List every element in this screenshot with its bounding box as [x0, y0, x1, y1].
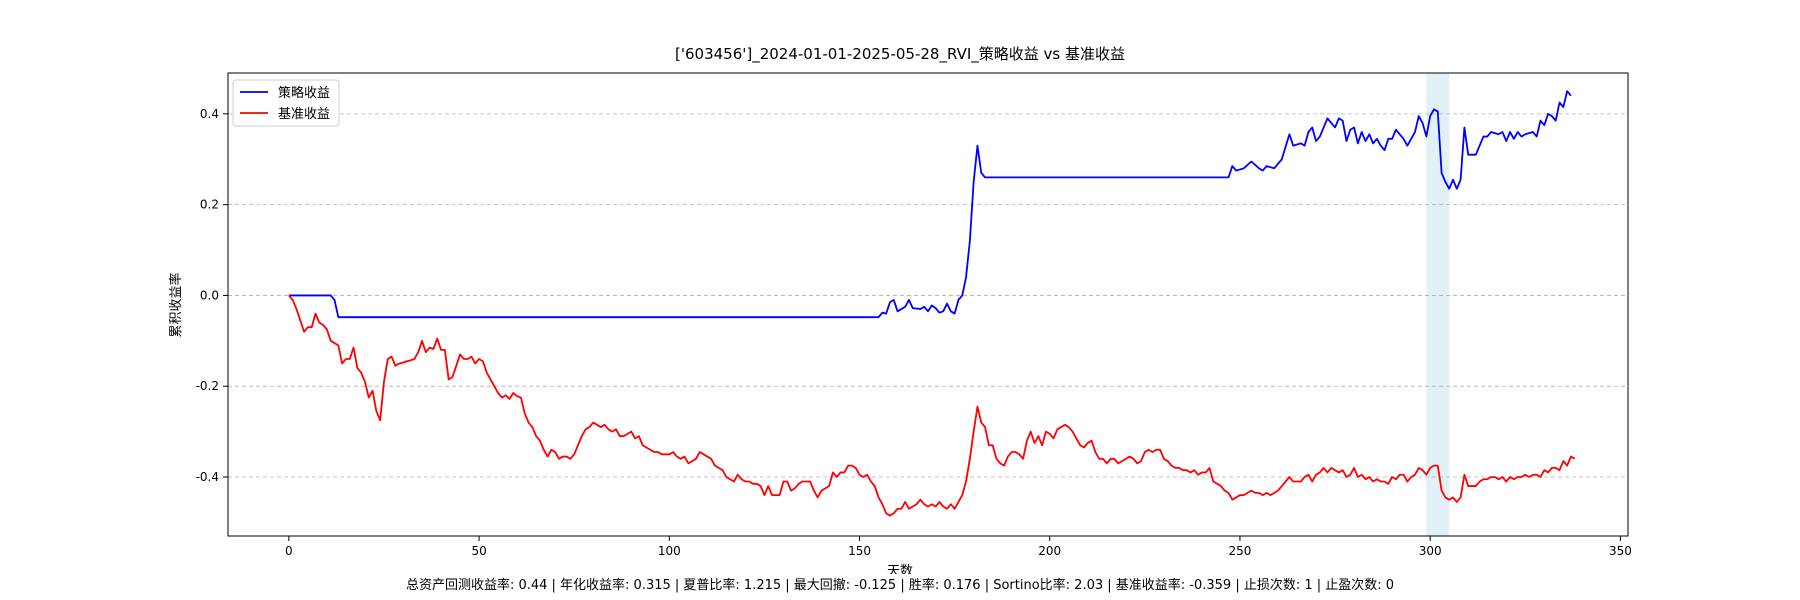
x-axis-label: 天数	[887, 564, 913, 574]
x-tick-label: 50	[471, 544, 486, 558]
series-line-strategy	[288, 90, 1572, 319]
x-tick-label: 250	[1229, 544, 1252, 558]
chart: ['603456']_2024-01-01-2025-05-28_RVI_策略收…	[168, 45, 1632, 574]
axes-frame	[227, 72, 1629, 537]
backtest-metrics-footer: 总资产回测收益率: 0.44 | 年化收益率: 0.315 | 夏普比率: 1.…	[405, 578, 1395, 593]
y-tick-label: -0.4	[196, 470, 219, 484]
x-tick-label: 350	[1609, 544, 1632, 558]
x-tick-label: 150	[848, 544, 871, 558]
plot-area: 0 50 100 150 200 250 300 350 -0.4 -0.2 0.0 0.2 0.4	[196, 72, 1632, 558]
chart-title: ['603456']_2024-01-01-2025-05-28_RVI_策略收…	[675, 45, 1125, 64]
y-tick-label: 0.0	[200, 288, 219, 302]
legend: 策略收益 基准收益	[232, 79, 340, 127]
x-tick-label: 300	[1419, 544, 1442, 558]
x-tick-label: 0	[285, 544, 293, 558]
y-tick-label: 0.2	[200, 198, 219, 212]
y-tick-label: -0.2	[196, 379, 219, 393]
x-tick-label: 100	[658, 544, 681, 558]
highlight-span	[1426, 73, 1450, 536]
x-tick-label: 200	[1038, 544, 1061, 558]
legend-label-benchmark: 基准收益	[278, 107, 330, 122]
y-tick-label: 0.4	[200, 107, 219, 121]
legend-label-strategy: 策略收益	[278, 85, 330, 101]
y-axis-label: 累积收益率	[168, 272, 184, 337]
series-line-benchmark	[288, 294, 1576, 517]
